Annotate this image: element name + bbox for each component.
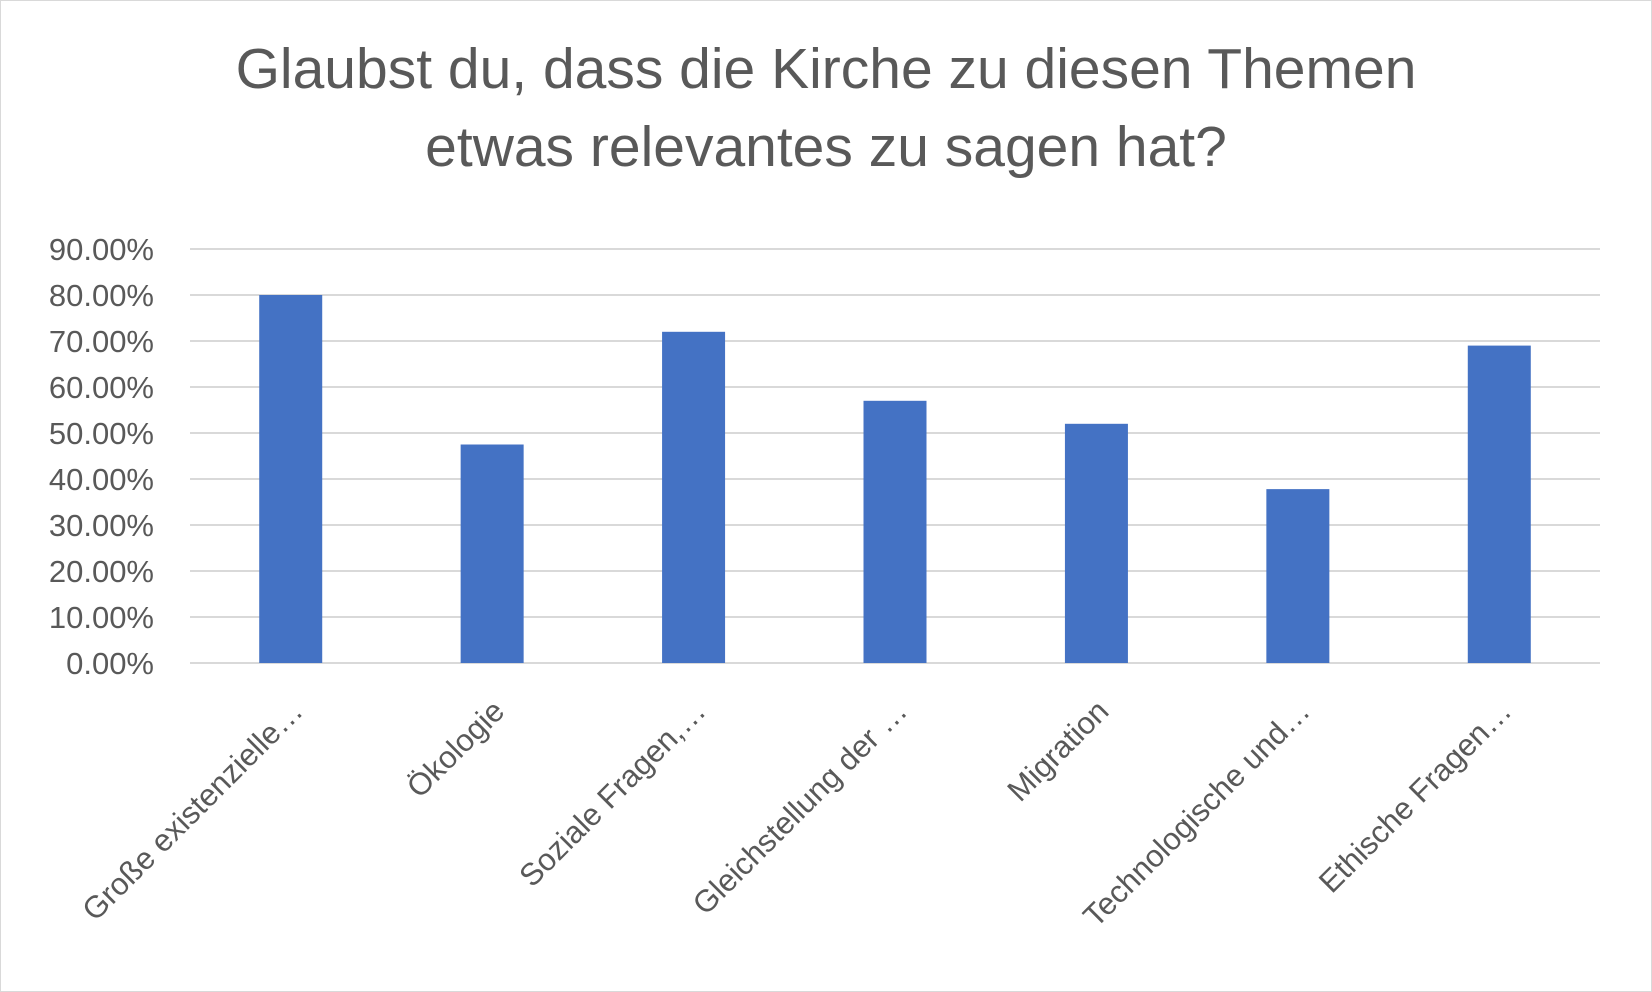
bar [1467,345,1531,663]
x-category-labels: Große existenzielle… Ökologie Soziale Frag… [75,693,1518,933]
y-tick-label: 30.00% [49,508,154,543]
y-tick-label: 10.00% [49,600,154,635]
x-category-label: Soziale Fragen,… [512,693,712,893]
bar [863,400,927,663]
y-tick-labels: 0.00% 10.00% 20.00% 30.00% 40.00% 50.00% 60.00… [49,232,154,681]
bars [259,295,1531,663]
bar [1266,489,1330,663]
y-tick-label: 40.00% [49,462,154,497]
x-category-label: Technologische und… [1076,693,1316,933]
y-tick-label: 50.00% [49,416,154,451]
y-tick-label: 80.00% [49,278,154,313]
x-category-label: Große existenzielle… [75,693,309,927]
bar [1064,423,1128,663]
y-tick-label: 0.00% [66,646,154,681]
y-tick-label: 90.00% [49,232,154,267]
x-category-label: Migration [1000,693,1115,808]
bar [460,444,524,663]
bar [662,331,726,663]
x-category-label: Ethische Fragen… [1312,693,1518,899]
chart-title-line-2: etwas relevantes zu sagen hat? [425,115,1227,179]
y-tick-label: 70.00% [49,324,154,359]
chart-title-line-1: Glaubst du, dass die Kirche zu diesen Th… [235,37,1417,101]
bar [259,295,323,663]
chart-title: Glaubst du, dass die Kirche zu diesen Th… [0,30,1652,186]
y-tick-label: 20.00% [49,554,154,589]
y-tick-label: 60.00% [49,370,154,405]
x-category-label: Gleichstellung der … [686,693,914,921]
x-category-label: Ökologie [400,693,511,804]
